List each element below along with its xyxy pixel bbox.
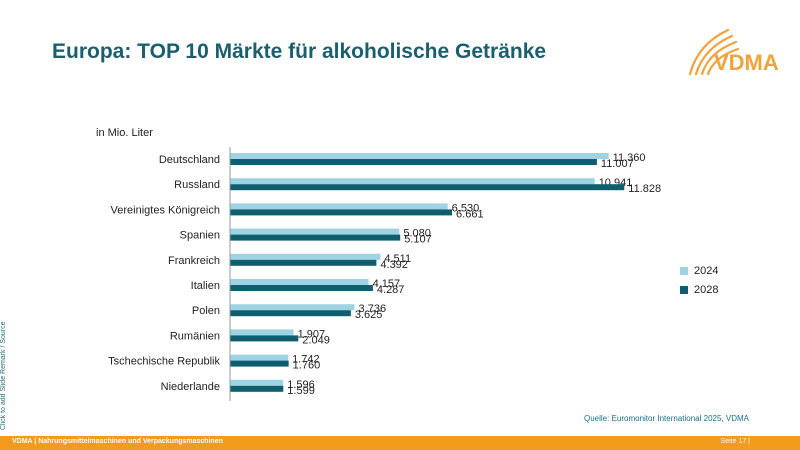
- logo-arcs-icon: [688, 28, 740, 76]
- data-label-2024: 1.742: [292, 354, 320, 366]
- category-label: Spanien: [180, 230, 220, 242]
- data-label-2028: 1.760: [293, 360, 321, 372]
- logo-text: VDMA: [714, 50, 779, 75]
- category-label: Tschechische Republik: [108, 356, 220, 368]
- legend-item-2024: 2024: [680, 262, 718, 279]
- data-label-2024: 6.530: [452, 202, 480, 214]
- data-label-2024: 3.736: [359, 303, 387, 315]
- bar-2028: [230, 259, 377, 266]
- category-label: Rumänien: [170, 330, 220, 342]
- bar-2024: [230, 253, 381, 260]
- bar-2024: [230, 329, 294, 336]
- data-label-2028: 6.661: [456, 208, 484, 220]
- data-label-2028: 11.828: [628, 183, 661, 195]
- data-label-2028: 2.049: [302, 334, 330, 346]
- category-label: Italien: [191, 280, 220, 292]
- bar-2028: [230, 310, 351, 317]
- bar-2028: [230, 234, 401, 241]
- bar-2028: [230, 285, 373, 291]
- data-label-2028: 11.007: [601, 158, 634, 170]
- footer-bar: VDMA | Nahrungsmittelmaschinen und Verpa…: [0, 436, 800, 450]
- legend-label-2024: 2024: [694, 264, 719, 277]
- data-label-2024: 4.157: [373, 278, 401, 290]
- data-label-2028: 4.392: [380, 259, 408, 271]
- data-label-2028: 4.287: [377, 284, 405, 296]
- vdma-logo: VDMA: [688, 28, 779, 76]
- category-label: Polen: [192, 305, 220, 317]
- category-label: Frankreich: [168, 255, 220, 267]
- data-label-2024: 5.080: [403, 228, 431, 240]
- data-label-2028: 1.599: [287, 385, 315, 397]
- bar-2028: [230, 335, 299, 342]
- slide-title: Europa: TOP 10 Märkte für alkoholische G…: [52, 40, 547, 63]
- bar-2028: [230, 184, 625, 191]
- footer-text: VDMA | Nahrungsmittelmaschinen und Verpa…: [12, 438, 223, 445]
- data-label-2024: 1.596: [287, 379, 315, 391]
- data-label-2024: 11.360: [613, 152, 646, 164]
- data-label-2028: 3.625: [355, 309, 383, 321]
- legend: 2024 2028: [680, 262, 718, 300]
- data-label-2024: 1.907: [298, 328, 326, 340]
- page-number: Seite 17 |: [720, 438, 750, 445]
- bar-2024: [230, 304, 355, 311]
- bar-2024: [230, 203, 448, 210]
- category-label: Russland: [174, 179, 220, 191]
- unit-label: in Mio. Liter: [96, 127, 153, 139]
- bar-2024: [230, 153, 609, 159]
- legend-item-2028: 2028: [680, 281, 718, 298]
- data-label-2024: 4.511: [384, 253, 411, 265]
- bar-2024: [230, 279, 369, 285]
- category-label: Niederlande: [161, 381, 220, 393]
- bar-2028: [230, 209, 453, 216]
- category-label: Deutschland: [159, 154, 220, 166]
- bar-2028: [230, 360, 289, 367]
- legend-swatch-2028: [680, 285, 688, 294]
- data-label-2028: 5.107: [404, 234, 432, 246]
- bar-2028: [230, 159, 597, 165]
- category-label: Vereinigtes Königreich: [111, 204, 220, 216]
- bar-2024: [230, 228, 400, 235]
- bar-2024: [230, 178, 595, 185]
- legend-swatch-2024: [680, 266, 688, 275]
- source-note: Quelle: Euromonitor International 2025, …: [584, 414, 749, 423]
- bar-2028: [230, 385, 284, 392]
- bar-2024: [230, 354, 289, 361]
- legend-label-2028: 2028: [694, 283, 719, 296]
- bar-2024: [230, 379, 284, 386]
